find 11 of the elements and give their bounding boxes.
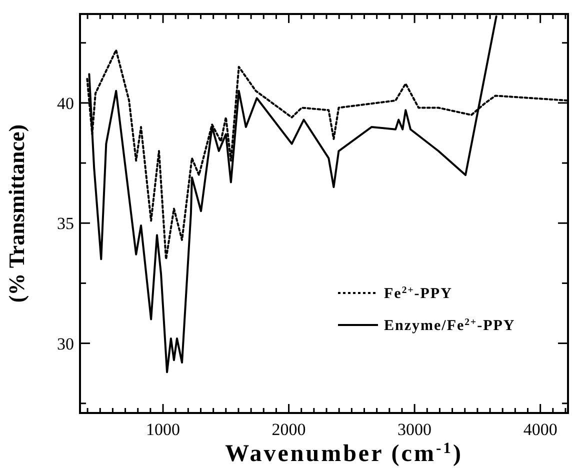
y-tick-label: 40 (57, 94, 74, 113)
legend-label: Enzyme/Fe$^{2+}$-PPY (384, 316, 516, 334)
y-tick-label: 30 (57, 334, 74, 354)
x-axis-title: Wavenumber (cm$^{-1}$) (225, 440, 463, 467)
x-tick-label: 4000 (523, 420, 558, 439)
x-tick-label: 2000 (272, 420, 306, 439)
x-tick-label: 3000 (398, 420, 432, 439)
legend-label: Fe$^{2+}$-PPY (384, 284, 452, 302)
y-tick-label: 35 (57, 214, 74, 234)
x-tick-label: 1000 (146, 420, 180, 439)
y-axis-title: (% Transmittance) (4, 124, 29, 303)
